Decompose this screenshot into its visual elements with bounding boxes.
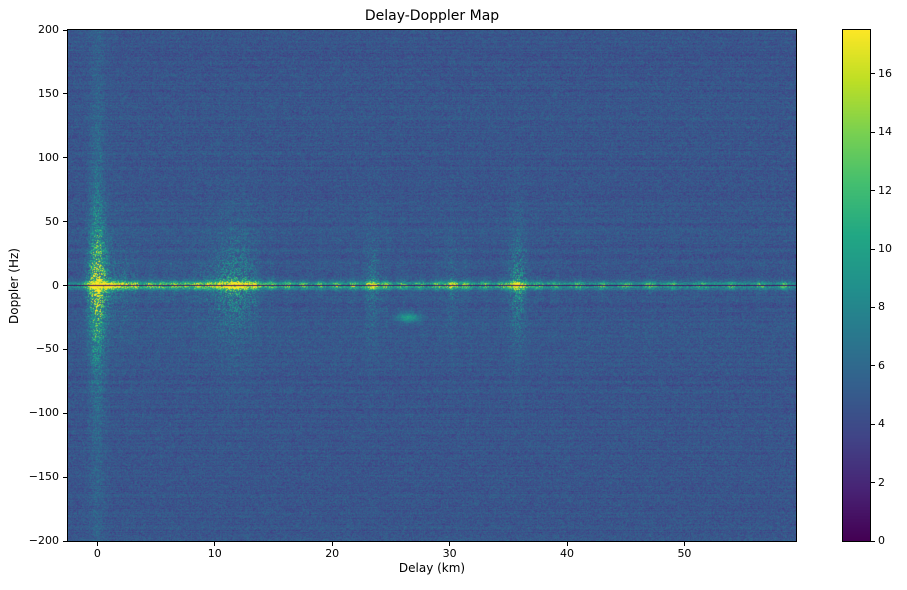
y-tick-mark xyxy=(63,412,67,414)
x-tick-mark xyxy=(331,542,333,546)
x-tick-label: 40 xyxy=(560,547,575,560)
colorbar-tick-mark xyxy=(871,482,875,484)
colorbar xyxy=(842,29,871,542)
x-axis-label: Delay (km) xyxy=(398,561,466,575)
colorbar-tick-mark xyxy=(871,365,875,367)
colorbar-tick-mark xyxy=(871,248,875,250)
colorbar-tick-mark xyxy=(871,190,875,192)
colorbar-tick-label: 8 xyxy=(878,300,885,314)
colorbar-tick-mark xyxy=(871,306,875,308)
y-tick-mark xyxy=(63,93,67,95)
y-tick-mark xyxy=(63,476,67,478)
y-tick-label: 50 xyxy=(45,214,59,228)
colorbar-tick-label: 2 xyxy=(878,475,885,489)
colorbar-tick-label: 16 xyxy=(878,66,892,80)
heatmap-image xyxy=(67,29,797,542)
colorbar-tick-mark xyxy=(871,73,875,75)
colorbar-tick-label: 10 xyxy=(878,242,892,255)
colorbar-tick-mark xyxy=(871,540,875,542)
x-tick-mark xyxy=(683,542,685,546)
colorbar-tick-label: 4 xyxy=(878,417,885,431)
y-tick-mark xyxy=(63,29,67,31)
x-tick-mark xyxy=(449,542,451,546)
y-tick-mark xyxy=(63,285,67,286)
colorbar-tick-label: 14 xyxy=(878,125,892,139)
y-tick-label: 0 xyxy=(52,278,59,292)
x-tick-label: 30 xyxy=(442,547,457,560)
y-tick-mark xyxy=(63,157,67,159)
y-tick-mark xyxy=(63,540,67,542)
x-tick-mark xyxy=(566,542,568,546)
x-tick-label: 50 xyxy=(677,547,692,560)
y-tick-mark xyxy=(63,348,67,350)
y-tick-label: 200 xyxy=(38,23,59,36)
x-tick-label: 20 xyxy=(325,547,340,560)
colorbar-tick-mark xyxy=(871,131,875,133)
colorbar-tick-label: 0 xyxy=(878,534,885,547)
y-tick-label: −200 xyxy=(28,534,59,547)
x-tick-mark xyxy=(214,542,216,546)
x-tick-label: 0 xyxy=(93,547,101,560)
colorbar-tick-label: 12 xyxy=(878,183,892,197)
colorbar-tick-mark xyxy=(871,423,875,425)
y-tick-label: 100 xyxy=(38,150,59,164)
y-tick-label: −50 xyxy=(35,342,59,356)
y-tick-label: −100 xyxy=(28,406,59,420)
y-tick-mark xyxy=(63,221,67,223)
y-tick-label: −150 xyxy=(28,470,59,484)
chart-title: Delay-Doppler Map xyxy=(364,8,500,24)
x-tick-mark xyxy=(96,542,98,546)
colorbar-tick-label: 6 xyxy=(878,358,885,372)
x-tick-label: 10 xyxy=(207,547,222,560)
y-tick-label: 150 xyxy=(38,86,59,100)
